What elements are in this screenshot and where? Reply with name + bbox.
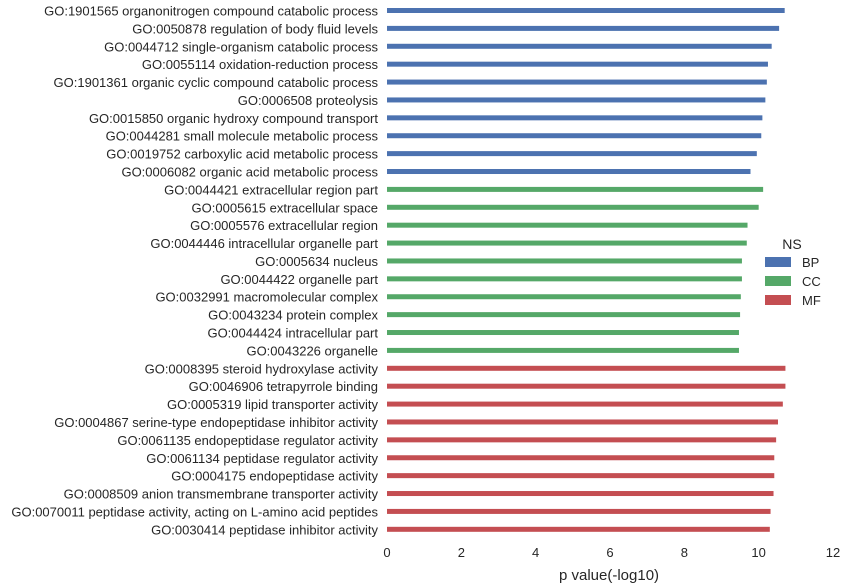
bar-bp	[387, 43, 772, 49]
x-tick-label: 2	[458, 545, 465, 560]
bar-cc	[387, 312, 741, 318]
y-tick-label: GO:0005576 extracellular region	[190, 218, 378, 233]
y-tick-label: GO:0044446 intracellular organelle part	[150, 236, 378, 251]
bar-bp	[387, 8, 785, 13]
bar-cc	[387, 240, 747, 246]
bars	[387, 8, 786, 532]
legend: NS BP CC MF	[765, 236, 821, 308]
x-tick-label: 4	[532, 545, 539, 560]
bar-bp	[387, 133, 762, 139]
y-tick-label: GO:0019752 carboxylic acid metabolic pro…	[106, 147, 378, 162]
y-tick-label: GO:0055114 oxidation-reduction process	[142, 57, 379, 72]
bar-mf	[387, 526, 770, 532]
y-tick-label: GO:0044712 single-organism catabolic pro…	[104, 39, 378, 54]
y-tick-label: GO:0004175 endopeptidase activity	[171, 469, 378, 484]
bar-bp	[387, 79, 767, 85]
y-tick-label: GO:0004867 serine-type endopeptidase inh…	[54, 415, 378, 430]
bar-mf	[387, 437, 777, 443]
y-tick-label: GO:0008509 anion transmembrane transport…	[64, 487, 379, 502]
x-axis-label: p value(-log10)	[559, 567, 659, 584]
legend-label-cc: CC	[802, 274, 821, 289]
y-tick-label: GO:0030414 peptidase inhibitor activity	[151, 522, 378, 537]
y-tick-label: GO:0061135 endopeptidase regulator activ…	[117, 433, 378, 448]
bar-cc	[387, 330, 739, 336]
x-tick-labels: 0 2 4 6 8 10 12	[383, 545, 840, 560]
y-tick-label: GO:0043234 protein complex	[208, 308, 378, 323]
y-tick-labels: GO:1901565 organonitrogen compound catab…	[11, 4, 378, 538]
legend-label-mf: MF	[802, 293, 821, 308]
y-tick-label: GO:0015850 organic hydroxy compound tran…	[89, 111, 378, 126]
legend-swatch-mf	[765, 295, 791, 305]
bar-cc	[387, 258, 742, 264]
bar-mf	[387, 508, 771, 514]
bar-cc	[387, 222, 748, 228]
bar-bp	[387, 169, 751, 175]
y-tick-label: GO:0005319 lipid transporter activity	[167, 397, 378, 412]
x-tick-label: 12	[826, 545, 840, 560]
bar-bp	[387, 25, 780, 31]
y-tick-label: GO:0050878 regulation of body fluid leve…	[132, 21, 378, 36]
bar-mf	[387, 455, 775, 461]
legend-title: NS	[782, 236, 801, 252]
bar-cc	[387, 347, 739, 353]
y-tick-label: GO:1901565 organonitrogen compound catab…	[44, 4, 378, 19]
bar-mf	[387, 365, 786, 371]
legend-label-bp: BP	[802, 255, 819, 270]
x-tick-label: 6	[606, 545, 613, 560]
x-tick-label: 8	[681, 545, 688, 560]
y-tick-label: GO:0043226 organelle	[246, 343, 378, 358]
legend-swatch-bp	[765, 257, 791, 267]
bar-mf	[387, 401, 783, 407]
y-tick-label: GO:0070011 peptidase activity, acting on…	[11, 504, 378, 519]
bar-mf	[387, 419, 778, 425]
y-tick-label: GO:0044421 extracellular region part	[164, 182, 378, 197]
y-tick-label: GO:0005615 extracellular space	[192, 200, 378, 215]
y-tick-label: GO:0044422 organelle part	[220, 272, 378, 287]
bar-cc	[387, 186, 764, 192]
y-tick-label: GO:0046906 tetrapyrrole binding	[189, 379, 378, 394]
bar-bp	[387, 61, 768, 67]
bar-bp	[387, 97, 766, 103]
y-tick-label: GO:0032991 macromolecular complex	[155, 290, 378, 305]
x-tick-label: 0	[383, 545, 390, 560]
y-tick-label: GO:0061134 peptidase regulator activity	[146, 451, 378, 466]
bar-cc	[387, 294, 741, 300]
y-tick-label: GO:0006082 organic acid metabolic proces…	[121, 165, 378, 180]
y-tick-label: GO:0044281 small molecule metabolic proc…	[106, 129, 379, 144]
y-tick-label: GO:0006508 proteolysis	[238, 93, 379, 108]
y-tick-label: GO:1901361 organic cyclic compound catab…	[54, 75, 379, 90]
bar-cc	[387, 204, 759, 210]
bar-bp	[387, 115, 763, 121]
bar-mf	[387, 383, 786, 389]
bar-cc	[387, 276, 742, 282]
y-tick-label: GO:0044424 intracellular part	[207, 326, 378, 341]
legend-swatch-cc	[765, 276, 791, 286]
bar-mf	[387, 491, 774, 497]
bar-bp	[387, 151, 757, 157]
x-tick-label: 10	[751, 545, 765, 560]
bar-mf	[387, 473, 775, 479]
y-tick-label: GO:0005634 nucleus	[255, 254, 378, 269]
y-tick-label: GO:0008395 steroid hydroxylase activity	[145, 361, 379, 376]
